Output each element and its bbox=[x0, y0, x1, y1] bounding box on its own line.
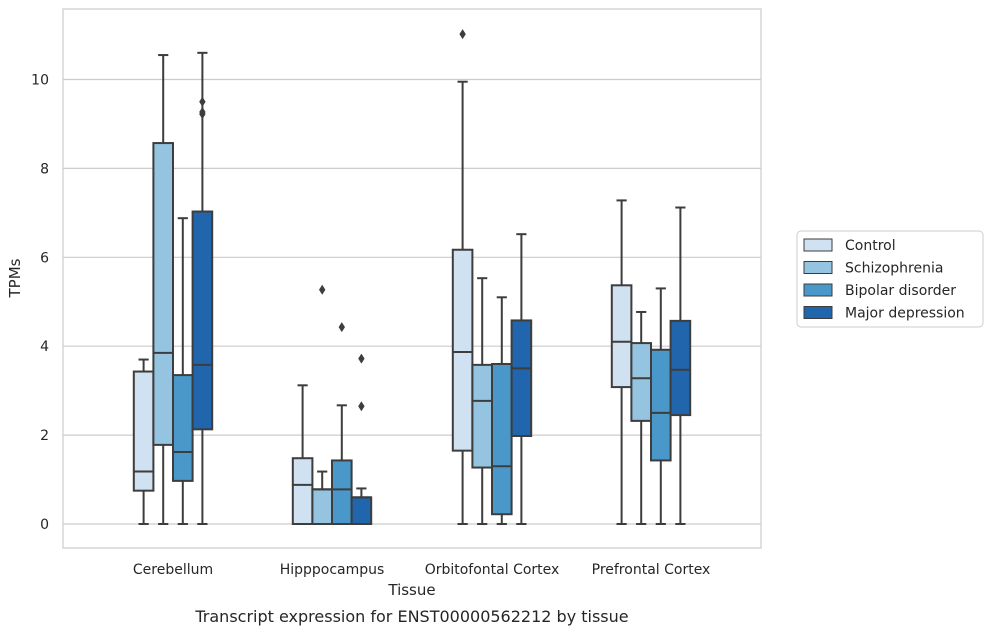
box-body bbox=[510, 319, 533, 437]
legend-swatch bbox=[803, 238, 833, 252]
legend-label: Major depression bbox=[845, 306, 965, 322]
box-body bbox=[191, 210, 214, 431]
box-body bbox=[650, 348, 672, 462]
outlier-point bbox=[199, 106, 206, 117]
legend-swatch bbox=[803, 283, 833, 297]
outlier-point bbox=[199, 96, 206, 107]
x-tick-label: Prefrontal Cortex bbox=[592, 562, 711, 578]
outlier-point bbox=[358, 401, 365, 412]
legend-label: Bipolar disorder bbox=[845, 283, 956, 299]
box-body bbox=[610, 284, 633, 389]
x-axis-ticks: Cerebellum Hipppocampus Orbitofontal Corte… bbox=[133, 562, 710, 578]
box-body bbox=[669, 319, 692, 417]
box bbox=[510, 233, 533, 525]
y-tick-label: 2 bbox=[40, 428, 49, 444]
x-tick-label: Hipppocampus bbox=[280, 562, 385, 578]
legend-frame bbox=[796, 230, 984, 328]
outlier-point bbox=[338, 322, 345, 333]
box-series bbox=[132, 29, 692, 526]
box-body bbox=[172, 374, 194, 482]
box bbox=[191, 51, 214, 525]
box bbox=[331, 322, 353, 525]
y-tick-label: 6 bbox=[40, 250, 49, 266]
y-tick-label: 0 bbox=[40, 517, 49, 533]
box-body bbox=[152, 142, 174, 446]
legend: Control Schizophrenia Bipolar disorder Majo… bbox=[796, 230, 984, 328]
legend-label: Control bbox=[845, 238, 896, 254]
box-body bbox=[291, 457, 314, 525]
outlier-point bbox=[459, 29, 466, 40]
box-body bbox=[331, 459, 353, 525]
legend-label: Schizophrenia bbox=[845, 261, 943, 277]
box bbox=[291, 384, 314, 525]
box bbox=[152, 54, 174, 525]
x-tick-label: Cerebellum bbox=[133, 562, 213, 578]
outlier-point bbox=[319, 284, 326, 295]
y-axis-ticks: 0 2 4 6 8 10 bbox=[31, 73, 49, 534]
y-tick-label: 8 bbox=[40, 161, 49, 177]
box bbox=[491, 296, 513, 525]
y-tick-label: 10 bbox=[31, 73, 49, 89]
box-body bbox=[132, 370, 155, 492]
outlier-point bbox=[358, 353, 365, 364]
x-axis-label: Tissue bbox=[387, 581, 435, 599]
box bbox=[610, 199, 633, 525]
legend-swatch bbox=[803, 306, 833, 319]
chart-caption: Transcript expression for ENST0000056221… bbox=[194, 607, 628, 626]
box-body bbox=[491, 362, 513, 516]
y-tick-label: 4 bbox=[40, 339, 49, 355]
box bbox=[350, 353, 373, 525]
box-body bbox=[311, 488, 333, 526]
legend-swatch bbox=[803, 261, 833, 274]
box bbox=[451, 29, 474, 525]
box-body bbox=[451, 248, 474, 452]
box bbox=[669, 206, 692, 525]
box-body bbox=[350, 496, 373, 525]
x-tick-label: Orbitofontal Cortex bbox=[425, 562, 560, 578]
box-body bbox=[471, 363, 493, 469]
y-axis-label: TPMs bbox=[6, 258, 24, 298]
box-body bbox=[630, 342, 653, 422]
